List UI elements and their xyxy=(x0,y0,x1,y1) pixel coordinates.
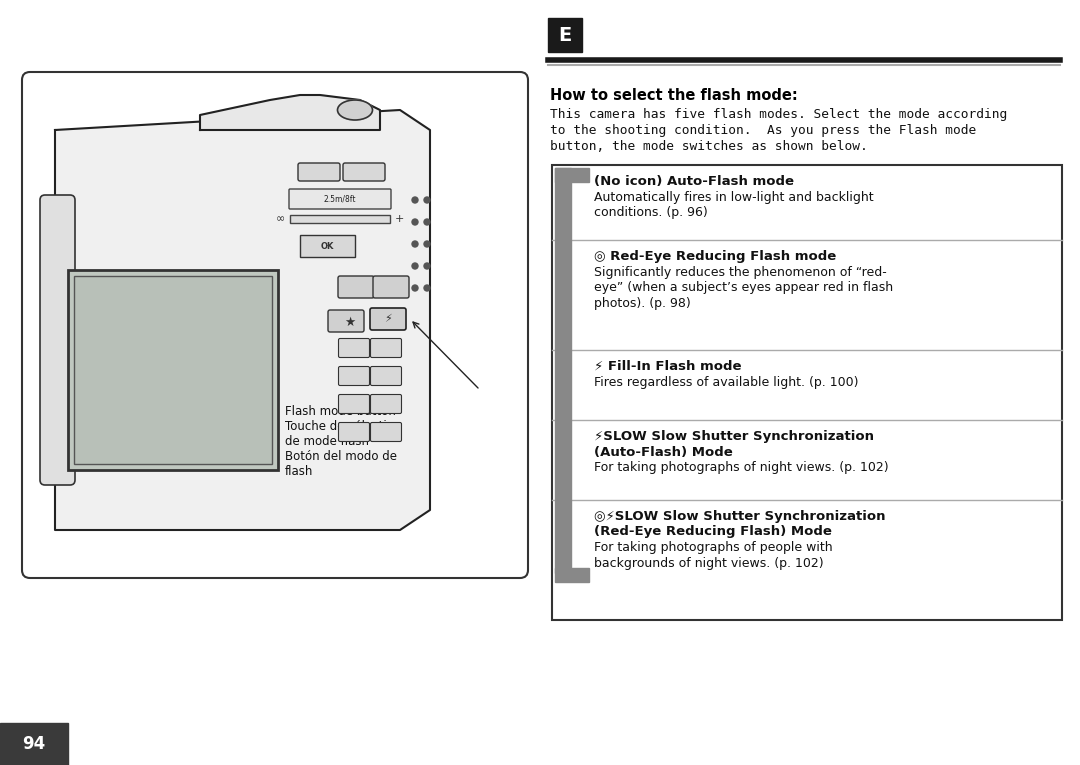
Circle shape xyxy=(424,197,430,203)
Circle shape xyxy=(411,197,418,203)
FancyBboxPatch shape xyxy=(370,338,402,357)
Text: ⚡SLOW Slow Shutter Synchronization: ⚡SLOW Slow Shutter Synchronization xyxy=(594,430,874,443)
Bar xyxy=(68,270,278,470)
Text: For taking photographs of night views. (p. 102): For taking photographs of night views. (… xyxy=(594,461,889,474)
Bar xyxy=(300,235,355,257)
Text: Fires regardless of available light. (p. 100): Fires regardless of available light. (p.… xyxy=(594,376,859,389)
Text: How to select the flash mode:: How to select the flash mode: xyxy=(550,88,798,103)
Text: ◎ Red-Eye Reducing Flash mode: ◎ Red-Eye Reducing Flash mode xyxy=(594,250,836,263)
Text: (Auto-Flash) Mode: (Auto-Flash) Mode xyxy=(594,445,732,458)
FancyBboxPatch shape xyxy=(338,276,374,298)
Bar xyxy=(75,276,272,464)
FancyBboxPatch shape xyxy=(289,189,391,209)
Text: +: + xyxy=(395,214,404,224)
FancyBboxPatch shape xyxy=(22,72,528,578)
FancyBboxPatch shape xyxy=(338,338,369,357)
Circle shape xyxy=(424,285,430,291)
Text: E: E xyxy=(558,25,571,44)
Circle shape xyxy=(424,241,430,247)
FancyBboxPatch shape xyxy=(338,395,369,414)
FancyBboxPatch shape xyxy=(370,366,402,386)
Text: 2.5m/8ft: 2.5m/8ft xyxy=(324,194,356,203)
Text: ∞: ∞ xyxy=(275,214,285,224)
FancyBboxPatch shape xyxy=(298,163,340,181)
Bar xyxy=(555,168,571,573)
Bar xyxy=(552,165,1062,620)
FancyBboxPatch shape xyxy=(343,163,384,181)
Text: to the shooting condition.  As you press the Flash mode: to the shooting condition. As you press … xyxy=(550,124,976,137)
Text: ⚡ Fill-In Flash mode: ⚡ Fill-In Flash mode xyxy=(594,360,742,373)
Text: photos). (p. 98): photos). (p. 98) xyxy=(594,297,691,310)
Bar xyxy=(291,215,390,223)
FancyBboxPatch shape xyxy=(328,310,364,332)
Text: eye” (when a subject’s eyes appear red in flash: eye” (when a subject’s eyes appear red i… xyxy=(594,281,893,294)
Polygon shape xyxy=(55,110,430,530)
Text: Automatically fires in low-light and backlight: Automatically fires in low-light and bac… xyxy=(594,190,874,203)
Text: (No icon) Auto-Flash mode: (No icon) Auto-Flash mode xyxy=(594,175,794,188)
Text: ◎⚡SLOW Slow Shutter Synchronization: ◎⚡SLOW Slow Shutter Synchronization xyxy=(594,510,886,523)
FancyBboxPatch shape xyxy=(338,366,369,386)
Bar xyxy=(555,568,589,582)
Text: button, the mode switches as shown below.: button, the mode switches as shown below… xyxy=(550,140,867,153)
Text: Significantly reduces the phenomenon of “red-: Significantly reduces the phenomenon of … xyxy=(594,265,887,278)
Circle shape xyxy=(411,263,418,269)
Circle shape xyxy=(411,241,418,247)
Text: conditions. (p. 96): conditions. (p. 96) xyxy=(594,206,707,219)
Bar xyxy=(0,723,68,765)
FancyBboxPatch shape xyxy=(373,276,409,298)
Text: (Red-Eye Reducing Flash) Mode: (Red-Eye Reducing Flash) Mode xyxy=(594,526,832,539)
Text: OK: OK xyxy=(321,242,334,250)
FancyBboxPatch shape xyxy=(370,422,402,441)
Text: This camera has five flash modes. Select the mode according: This camera has five flash modes. Select… xyxy=(550,108,1008,121)
Bar xyxy=(555,168,589,182)
Polygon shape xyxy=(200,95,380,130)
Circle shape xyxy=(424,219,430,225)
Text: For taking photographs of people with: For taking photographs of people with xyxy=(594,541,833,554)
Text: ★: ★ xyxy=(345,315,355,328)
FancyBboxPatch shape xyxy=(338,422,369,441)
Ellipse shape xyxy=(337,100,373,120)
Text: ⚡: ⚡ xyxy=(384,314,392,324)
Text: Flash mode button: Flash mode button xyxy=(285,405,396,418)
FancyBboxPatch shape xyxy=(370,308,406,330)
Text: Touche de sélection: Touche de sélection xyxy=(285,420,402,433)
FancyBboxPatch shape xyxy=(370,395,402,414)
Text: de mode flash: de mode flash xyxy=(285,435,369,448)
Text: flash: flash xyxy=(285,465,313,478)
Circle shape xyxy=(424,263,430,269)
FancyBboxPatch shape xyxy=(40,195,75,485)
Text: backgrounds of night views. (p. 102): backgrounds of night views. (p. 102) xyxy=(594,556,824,569)
Circle shape xyxy=(411,219,418,225)
Text: 94: 94 xyxy=(23,735,45,753)
Text: Botón del modo de: Botón del modo de xyxy=(285,450,397,463)
Circle shape xyxy=(411,285,418,291)
Bar xyxy=(548,18,582,52)
